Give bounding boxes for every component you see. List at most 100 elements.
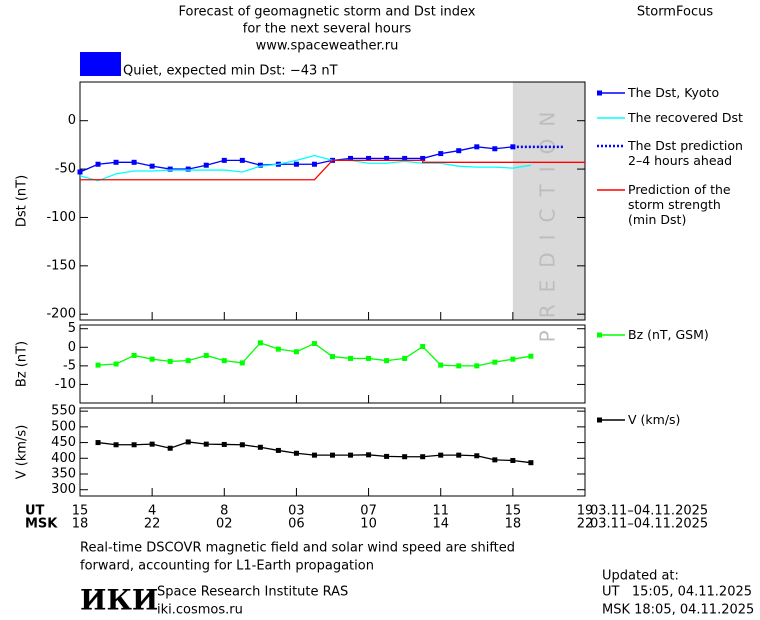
point: [167, 358, 173, 364]
x-tick-label: 18: [505, 517, 522, 532]
point: [239, 157, 245, 163]
x-tick-label: 4: [148, 504, 156, 519]
y-tick-label: -150: [46, 258, 76, 273]
y-tick-label: 550: [51, 404, 76, 419]
note-line: Real-time DSCOVR magnetic field and sola…: [80, 541, 515, 556]
series-line: [79, 154, 531, 182]
point: [203, 352, 209, 358]
point: [474, 363, 480, 369]
title-line: for the next several hours: [243, 22, 412, 37]
point: [492, 457, 498, 463]
point: [366, 452, 372, 458]
updated-row: MSK 18:05, 04.11.2025: [602, 603, 754, 618]
point: [330, 354, 335, 360]
point: [185, 439, 191, 445]
series-line: [80, 159, 585, 181]
title-line: www.spaceweather.ru: [256, 39, 399, 54]
point: [420, 155, 426, 161]
point: [275, 447, 281, 453]
point: [131, 159, 137, 165]
point: [402, 454, 408, 460]
point: [384, 453, 390, 459]
x-tick-label: 02: [216, 517, 233, 532]
point: [203, 162, 209, 168]
point: [311, 341, 317, 347]
point: [311, 161, 317, 167]
x-tick-label: 22: [144, 517, 161, 532]
y-axis-label: Bz (nT): [15, 341, 30, 387]
point: [366, 155, 372, 161]
point: [95, 362, 101, 368]
x-tick-label: 8: [220, 504, 228, 519]
point: [95, 161, 101, 167]
y-tick-label: -200: [46, 307, 76, 322]
x-tick-label: 15: [505, 504, 522, 519]
legend-label: The recovered Dst: [628, 110, 743, 125]
x-tick-label: 22: [577, 517, 594, 532]
point: [113, 442, 119, 448]
point: [95, 440, 101, 446]
y-tick-label: 500: [51, 419, 76, 434]
y-axis-label: Dst (nT): [15, 175, 30, 227]
series-line: [97, 441, 531, 464]
y-tick-label: 0: [68, 113, 76, 128]
note-line: forward, accounting for L1-Earth propaga…: [80, 559, 374, 574]
x-tick-label: 15: [72, 504, 89, 519]
legend-marker: [597, 332, 602, 338]
point: [311, 452, 317, 458]
point: [456, 452, 462, 458]
point: [149, 356, 155, 362]
legend-label: V (km/s): [628, 412, 681, 427]
point: [402, 355, 408, 361]
point: [348, 452, 354, 458]
series-line: [97, 342, 531, 367]
point: [510, 356, 516, 362]
legend-marker: [597, 417, 602, 423]
status-text: Quiet, expected min Dst: −43 nT: [123, 64, 338, 79]
status-box: [80, 52, 121, 76]
point: [528, 460, 534, 466]
updated-row: UT 15:05, 04.11.2025: [602, 585, 752, 600]
y-axis-label: V (km/s): [15, 425, 30, 480]
point: [420, 454, 426, 460]
point: [185, 166, 191, 172]
y-tick-label: 5: [68, 321, 76, 336]
point: [221, 358, 227, 364]
prediction-shade: [512, 82, 585, 320]
point: [275, 346, 281, 352]
x-tick-label: 06: [288, 517, 305, 532]
x-tick-label: 18: [72, 517, 89, 532]
legend-label: Prediction of the storm strength (min Ds…: [628, 182, 731, 227]
point: [185, 358, 191, 364]
point: [420, 344, 426, 350]
point: [167, 445, 173, 451]
point: [492, 146, 498, 152]
title-line: Forecast of geomagnetic storm and Dst in…: [178, 5, 475, 20]
point: [456, 148, 462, 154]
point: [438, 362, 444, 368]
point: [293, 161, 299, 167]
brand: StormFocus: [637, 5, 713, 20]
point: [330, 452, 335, 458]
point: [239, 360, 245, 366]
y-tick-label: -100: [46, 210, 76, 225]
x-tick-label: 03: [288, 504, 305, 519]
plot-frame: [79, 407, 586, 497]
point: [257, 444, 263, 450]
point: [221, 157, 227, 163]
y-tick-label: 400: [51, 451, 76, 466]
point: [77, 169, 83, 175]
point: [366, 355, 372, 361]
plot-frame: [79, 324, 586, 404]
point: [348, 355, 354, 361]
point: [438, 452, 444, 458]
series-line: [79, 146, 513, 173]
point: [167, 166, 173, 172]
point: [131, 442, 137, 448]
point: [438, 151, 444, 157]
x-tick-label: 19: [577, 504, 594, 519]
point: [239, 442, 245, 448]
x-row-name: UT: [25, 504, 45, 519]
